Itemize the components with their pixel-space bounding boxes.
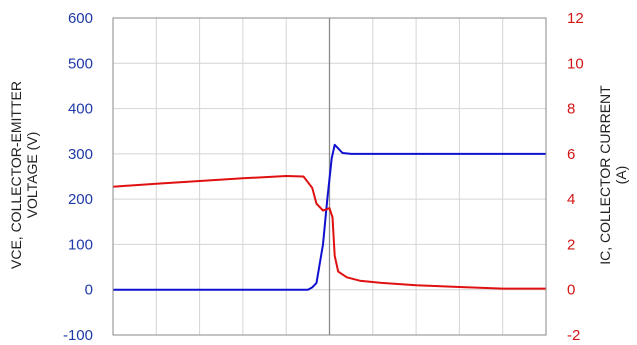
series-layer <box>112 143 546 291</box>
left-tick-label: 100 <box>68 236 93 253</box>
ic-line <box>112 175 546 290</box>
vce-line <box>113 143 546 291</box>
left-tick-label: 300 <box>68 146 93 163</box>
right-tick-label: 2 <box>567 236 575 253</box>
axis-label-line: VCE, COLLECTOR-EMITTER <box>8 81 24 269</box>
right-tick-label: 4 <box>567 191 575 208</box>
right-tick-label: 10 <box>567 55 584 72</box>
left-tick-label: 600 <box>68 10 93 27</box>
right-tick-label: 12 <box>567 10 584 27</box>
y-axis-label-right: IC, COLLECTOR CURRENT(A) <box>597 85 629 265</box>
left-tick-label: -100 <box>63 327 93 344</box>
right-tick-label: -2 <box>567 327 580 344</box>
left-tick-label: 400 <box>68 101 93 118</box>
y-axis-label-left: VCE, COLLECTOR-EMITTERVOLTAGE (V) <box>8 81 40 269</box>
axis-label-line: (A) <box>613 166 629 185</box>
right-tick-label: 0 <box>567 282 575 299</box>
right-tick-label: 8 <box>567 101 575 118</box>
axis-label-line: VOLTAGE (V) <box>24 132 40 219</box>
ticks-layer: -100 0 100 200 300 400 500 600 -2 0 2 4 6 8 10 12 <box>63 10 584 344</box>
axis-label-line: IC, COLLECTOR CURRENT <box>597 85 613 265</box>
plot-frame <box>112 17 547 336</box>
left-tick-label: 0 <box>85 282 93 299</box>
right-tick-label: 6 <box>567 146 575 163</box>
left-tick-label: 200 <box>68 191 93 208</box>
left-tick-label: 500 <box>68 55 93 72</box>
